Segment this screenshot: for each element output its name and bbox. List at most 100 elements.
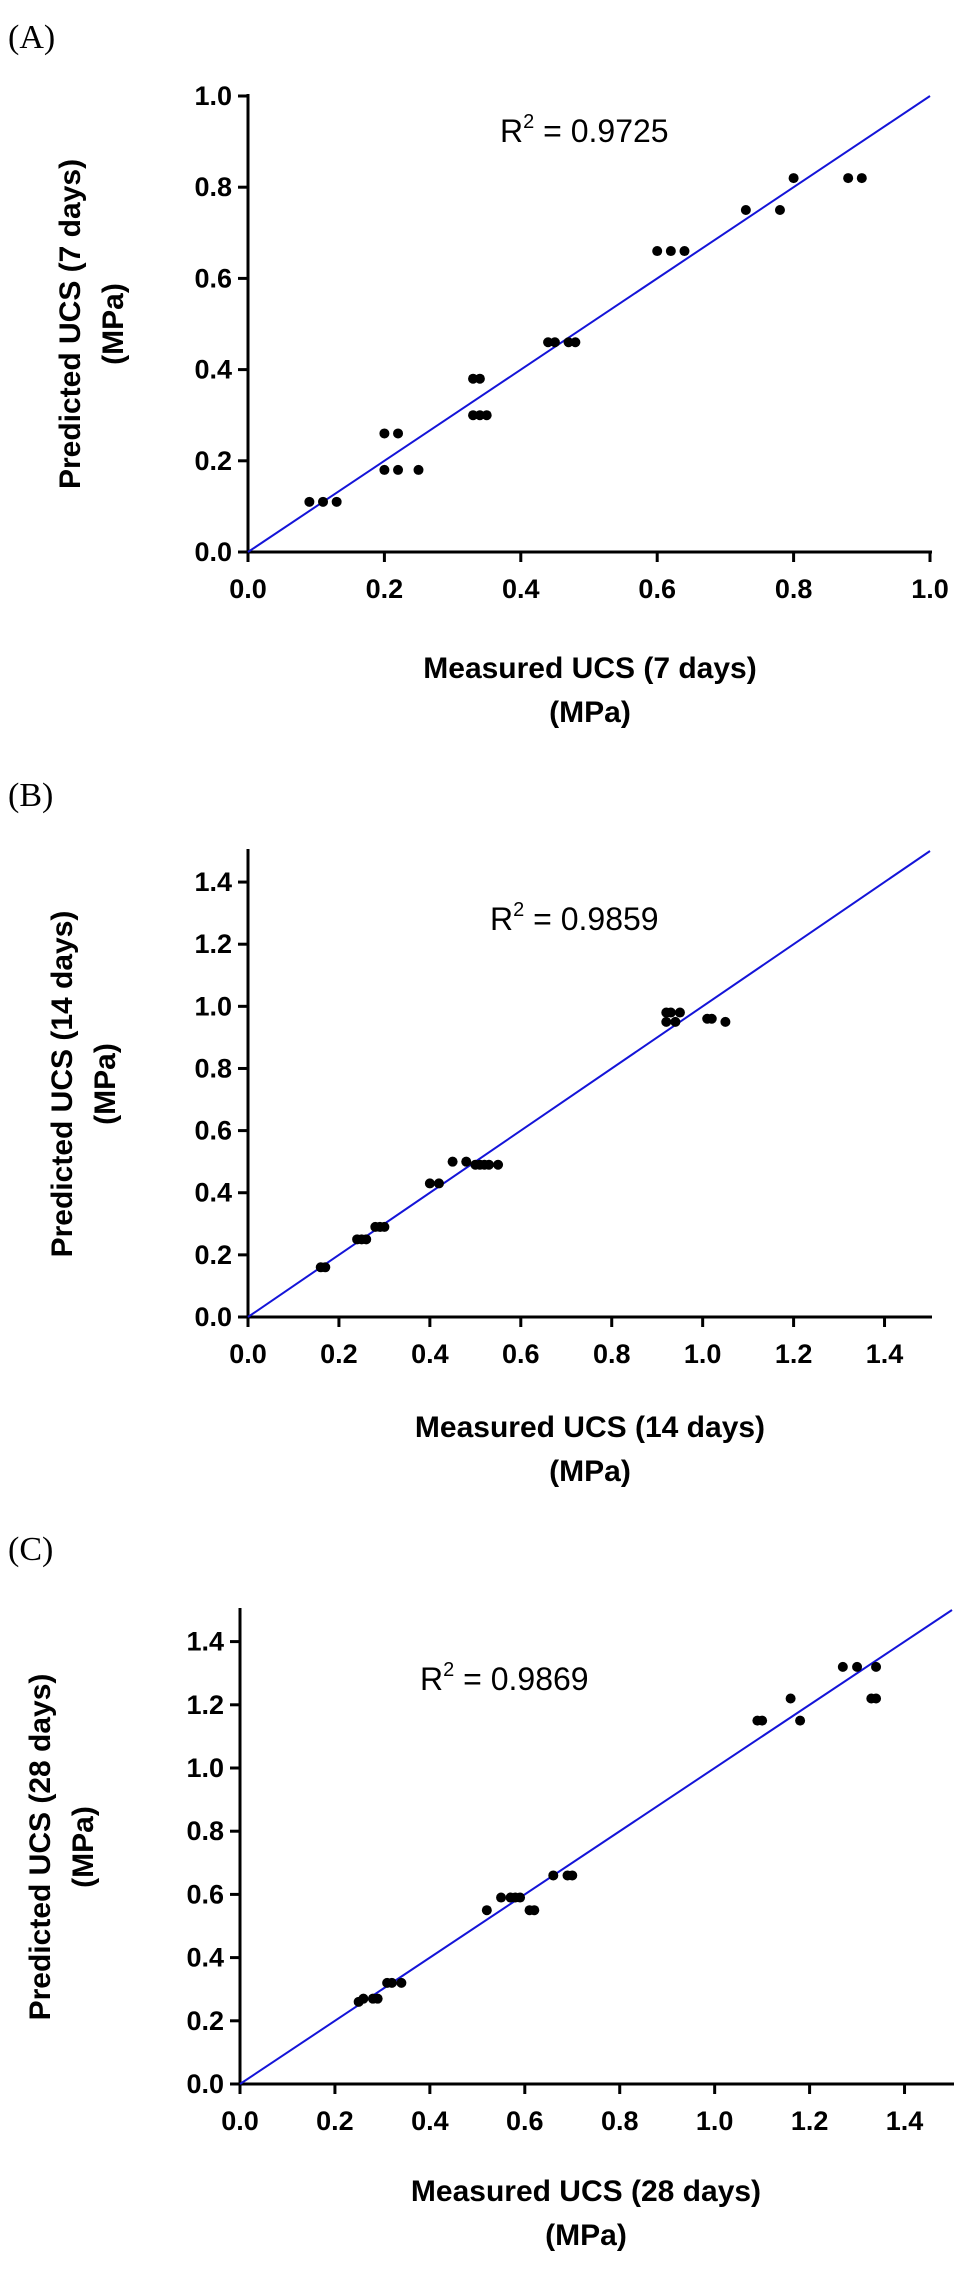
chart-b-r2-superscript: 2 bbox=[513, 899, 524, 921]
chart-a-point bbox=[652, 246, 663, 257]
chart-c-point bbox=[852, 1661, 863, 1672]
chart-c-y-tick-label: 1.4 bbox=[186, 1627, 224, 1657]
chart-a-point bbox=[740, 205, 751, 215]
chart-a-point bbox=[843, 173, 854, 184]
chart-c-point bbox=[358, 1993, 369, 2004]
chart-a-panel-label: (A) bbox=[8, 19, 55, 56]
chart-a-y-tick-label: 1.0 bbox=[194, 81, 232, 111]
chart-b-r2-value: = 0.9859 bbox=[524, 901, 658, 937]
chart-b-y-tick-label: 1.4 bbox=[194, 867, 232, 897]
chart-a-point bbox=[570, 337, 581, 348]
chart-c-y-tick-label: 0.0 bbox=[186, 2069, 224, 2099]
chart-a-point bbox=[379, 464, 390, 475]
chart-a: (A) 0.0 0.2 0.4 0.6 0.8 1.0 0.0 0.2 0.4 0.6 0.8 1.0 R… bbox=[8, 19, 949, 729]
chart-c-point bbox=[548, 1870, 559, 1881]
chart-b-x-tick-label: 1.2 bbox=[775, 1339, 813, 1369]
chart-c-point bbox=[515, 1892, 526, 1903]
chart-c-y-axis-title: (MPa) bbox=[67, 1806, 100, 1888]
chart-b-point bbox=[483, 1159, 494, 1170]
chart-b-point bbox=[424, 1178, 435, 1189]
chart-b-y-tick-label: 1.2 bbox=[194, 929, 232, 959]
chart-a-point bbox=[304, 496, 315, 507]
chart-a-y-tick-label: 0.4 bbox=[194, 355, 232, 385]
chart-b-y-axis-title: Predicted UCS (14 days) bbox=[46, 911, 79, 1258]
chart-c-r2-superscript: 2 bbox=[443, 1659, 454, 1681]
chart-a-point bbox=[379, 428, 390, 439]
chart-c-y-tick-label: 1.2 bbox=[186, 1690, 224, 1720]
chart-b-y-tick-label: 0.0 bbox=[194, 1302, 232, 1332]
chart-b-r2-annotation: R2 = 0.9859 bbox=[490, 899, 659, 937]
chart-b-point bbox=[706, 1013, 717, 1024]
chart-a-point bbox=[774, 205, 785, 215]
chart-c-point bbox=[481, 1905, 492, 1916]
chart-a-y-tick-label: 0.8 bbox=[194, 172, 232, 202]
chart-c-x-tick-label: 0.4 bbox=[411, 2106, 449, 2136]
chart-a-x-tick-label: 0.6 bbox=[638, 574, 676, 604]
chart-c-x-tick-label: 0.0 bbox=[221, 2106, 259, 2136]
chart-b-point bbox=[379, 1221, 390, 1232]
chart-c-x-tick-label: 0.6 bbox=[506, 2106, 544, 2136]
chart-a-r2-letter: R bbox=[500, 113, 523, 149]
chart-c-x-axis-title: (MPa) bbox=[545, 2219, 627, 2252]
chart-c-r2-letter: R bbox=[420, 1661, 443, 1697]
chart-a-r2-value: = 0.9725 bbox=[534, 113, 668, 149]
chart-a-x-axis-title: Measured UCS (7 days) bbox=[423, 652, 756, 685]
chart-a-r2-annotation: R2 = 0.9725 bbox=[500, 111, 669, 149]
chart-b-r2-letter: R bbox=[490, 901, 513, 937]
chart-b-x-tick-label: 0.4 bbox=[411, 1339, 449, 1369]
chart-c-point bbox=[372, 1993, 383, 2004]
chart-b-x-tick-label: 0.0 bbox=[229, 1339, 267, 1369]
chart-b-y-tick-label: 0.2 bbox=[194, 1240, 232, 1270]
chart-b-point bbox=[674, 1007, 685, 1018]
chart-b-point bbox=[320, 1262, 331, 1273]
chart-a-x-tick-label: 0.2 bbox=[366, 574, 404, 604]
chart-c-r2-value: = 0.9869 bbox=[454, 1661, 588, 1697]
chart-b-x-tick-label: 0.6 bbox=[502, 1339, 540, 1369]
chart-c-point bbox=[567, 1870, 578, 1881]
chart-c: (C) 0.0 0.2 0.4 0.6 0.8 1.0 1.2 1.4 0.0 0.2 0.4 0.6 0… bbox=[8, 1531, 954, 2252]
chart-c-point bbox=[496, 1892, 507, 1903]
chart-c-r2-annotation: R2 = 0.9869 bbox=[420, 1659, 589, 1697]
chart-c-point bbox=[871, 1693, 882, 1704]
chart-a-fit-line bbox=[247, 95, 931, 553]
chart-b-x-tick-label: 0.8 bbox=[593, 1339, 631, 1369]
chart-b-point bbox=[665, 1007, 676, 1018]
chart-b-point bbox=[493, 1159, 504, 1170]
chart-c-x-axis-title: Measured UCS (28 days) bbox=[411, 2175, 761, 2208]
chart-c-x-tick-label: 1.2 bbox=[791, 2106, 829, 2136]
chart-a-point bbox=[393, 428, 404, 439]
chart-a-x-tick-label: 0.8 bbox=[775, 574, 813, 604]
chart-b-y-tick-label: 0.8 bbox=[194, 1053, 232, 1083]
chart-a-point bbox=[856, 173, 867, 184]
chart-b-x-tick-label: 1.4 bbox=[866, 1339, 904, 1369]
chart-a-point bbox=[788, 173, 799, 184]
chart-a-y-tick-label: 0.0 bbox=[194, 537, 232, 567]
chart-b: (B) 0.0 0.2 0.4 0.6 0.8 1.0 1.2 1.4 0.0 0.2 0.4 0.6 0… bbox=[8, 777, 932, 1488]
chart-c-x-tick-label: 0.2 bbox=[316, 2106, 354, 2136]
chart-c-x-tick-label: 0.8 bbox=[601, 2106, 639, 2136]
chart-a-r2-superscript: 2 bbox=[523, 111, 534, 133]
chart-b-point bbox=[670, 1016, 681, 1027]
chart-c-y-tick-label: 0.4 bbox=[186, 1943, 224, 1973]
chart-c-fit-line bbox=[239, 1609, 953, 2085]
chart-a-x-axis-title: (MPa) bbox=[549, 696, 631, 729]
chart-b-point bbox=[433, 1178, 444, 1189]
chart-c-point bbox=[529, 1905, 540, 1916]
chart-c-y-axis-title: Predicted UCS (28 days) bbox=[24, 1674, 57, 2021]
chart-a-y-axis-title: (MPa) bbox=[97, 283, 130, 365]
chart-b-y-axis-title: (MPa) bbox=[89, 1043, 122, 1125]
chart-c-point bbox=[386, 1977, 397, 1988]
chart-c-panel-label: (C) bbox=[8, 1531, 53, 1568]
chart-b-point bbox=[361, 1234, 372, 1245]
chart-a-y-tick-label: 0.6 bbox=[194, 263, 232, 293]
chart-b-panel-label: (B) bbox=[8, 777, 53, 814]
chart-b-y-tick-label: 0.4 bbox=[194, 1178, 232, 1208]
chart-b-x-tick-label: 0.2 bbox=[320, 1339, 358, 1369]
chart-a-y-axis-title: Predicted UCS (7 days) bbox=[54, 159, 87, 489]
chart-c-y-tick-label: 1.0 bbox=[186, 1753, 224, 1783]
chart-a-point bbox=[331, 496, 342, 507]
chart-b-point bbox=[661, 1016, 672, 1027]
chart-c-point bbox=[396, 1977, 407, 1988]
chart-c-y-tick-label: 0.8 bbox=[186, 1816, 224, 1846]
